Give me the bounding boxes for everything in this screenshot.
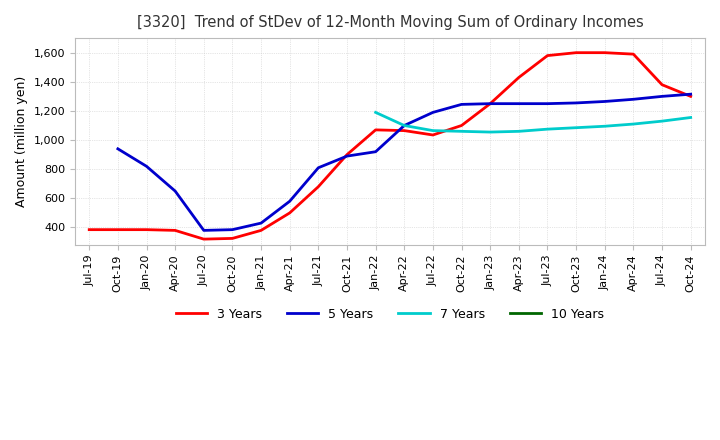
- 5 Years: [114, 146, 122, 151]
- 5 Years: [343, 154, 351, 159]
- Line: 3 Years: 3 Years: [89, 53, 690, 239]
- 3 Years: [314, 184, 323, 189]
- 5 Years: [629, 97, 638, 102]
- 3 Years: [686, 94, 695, 99]
- 7 Years: [372, 110, 380, 115]
- 5 Years: [142, 164, 150, 169]
- 3 Years: [199, 236, 208, 242]
- 5 Years: [314, 165, 323, 170]
- 7 Years: [486, 129, 495, 135]
- 7 Years: [657, 118, 666, 124]
- 5 Years: [428, 110, 437, 115]
- 3 Years: [142, 227, 150, 232]
- 3 Years: [400, 128, 408, 133]
- 5 Years: [600, 99, 609, 104]
- 3 Years: [657, 82, 666, 88]
- 5 Years: [285, 198, 294, 204]
- 5 Years: [171, 188, 179, 194]
- 3 Years: [543, 53, 552, 58]
- 5 Years: [486, 101, 495, 106]
- Y-axis label: Amount (million yen): Amount (million yen): [15, 76, 28, 207]
- 5 Years: [657, 94, 666, 99]
- 3 Years: [114, 227, 122, 232]
- 5 Years: [257, 220, 266, 226]
- 5 Years: [372, 149, 380, 154]
- 3 Years: [486, 101, 495, 106]
- Legend: 3 Years, 5 Years, 7 Years, 10 Years: 3 Years, 5 Years, 7 Years, 10 Years: [171, 303, 609, 326]
- 7 Years: [428, 128, 437, 133]
- 7 Years: [686, 115, 695, 120]
- 5 Years: [228, 227, 237, 232]
- 5 Years: [572, 100, 580, 106]
- Line: 7 Years: 7 Years: [376, 112, 690, 132]
- 5 Years: [686, 92, 695, 97]
- 3 Years: [629, 51, 638, 57]
- 7 Years: [629, 121, 638, 127]
- 7 Years: [400, 123, 408, 128]
- 3 Years: [372, 127, 380, 132]
- 7 Years: [457, 128, 466, 134]
- 7 Years: [543, 127, 552, 132]
- 5 Years: [515, 101, 523, 106]
- 3 Years: [257, 228, 266, 233]
- Line: 5 Years: 5 Years: [118, 94, 690, 231]
- 7 Years: [515, 128, 523, 134]
- 3 Years: [600, 50, 609, 55]
- 3 Years: [572, 50, 580, 55]
- 7 Years: [572, 125, 580, 130]
- 3 Years: [457, 123, 466, 128]
- 3 Years: [228, 236, 237, 241]
- 5 Years: [400, 123, 408, 128]
- 7 Years: [600, 124, 609, 129]
- 5 Years: [457, 102, 466, 107]
- 3 Years: [171, 228, 179, 233]
- Title: [3320]  Trend of StDev of 12-Month Moving Sum of Ordinary Incomes: [3320] Trend of StDev of 12-Month Moving…: [137, 15, 644, 30]
- 3 Years: [428, 132, 437, 138]
- 3 Years: [285, 210, 294, 216]
- 3 Years: [85, 227, 94, 232]
- 5 Years: [199, 228, 208, 233]
- 3 Years: [515, 75, 523, 80]
- 5 Years: [543, 101, 552, 106]
- 3 Years: [343, 152, 351, 157]
